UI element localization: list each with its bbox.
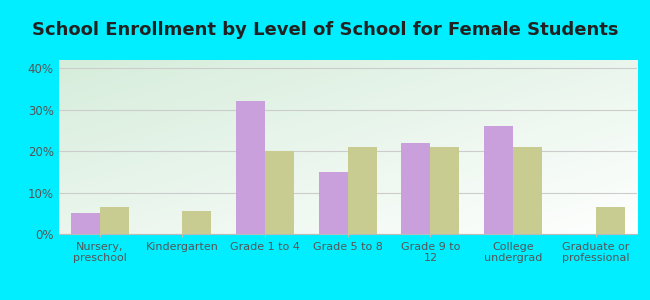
Bar <box>402 143 430 234</box>
Bar <box>100 207 129 234</box>
Bar <box>71 213 100 234</box>
Bar <box>183 211 211 234</box>
Bar <box>348 147 377 234</box>
Bar <box>265 151 294 234</box>
Text: School Enrollment by Level of School for Female Students: School Enrollment by Level of School for… <box>32 21 618 39</box>
Bar <box>236 101 265 234</box>
Bar <box>430 147 460 234</box>
Bar <box>484 126 513 234</box>
Bar <box>595 207 625 234</box>
Bar <box>318 172 348 234</box>
Bar <box>513 147 542 234</box>
